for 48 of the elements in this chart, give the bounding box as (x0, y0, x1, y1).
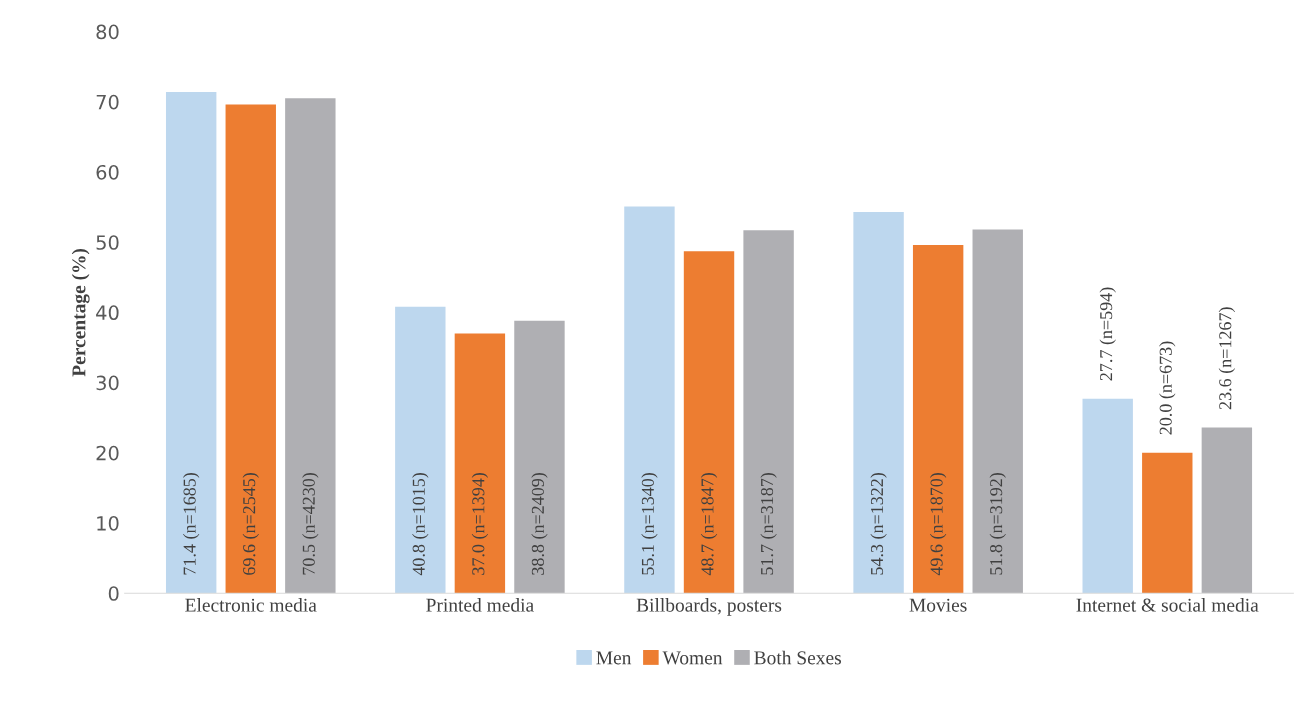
bar (165, 91, 217, 594)
legend-label: Both Sexes (754, 650, 841, 665)
data-label: 51.8 (n=3192) (989, 472, 1006, 575)
bar (1201, 427, 1253, 594)
y-tick-label: 60 (96, 164, 119, 180)
data-label: 55.1 (n=1340) (641, 472, 658, 575)
y-tick-label: 20 (96, 445, 119, 461)
data-label: 20.0 (n=673) (1159, 341, 1176, 435)
bar (395, 306, 446, 594)
data-label: 51.7 (n=3187) (760, 472, 777, 575)
y-axis-title: Percentage (%) (71, 248, 90, 377)
data-label: 71.4 (n=1685) (183, 472, 200, 575)
bar (683, 251, 735, 594)
x-tick-label: Billboards, posters (636, 598, 782, 616)
legend-label: Men (596, 651, 632, 665)
y-tick-label: 10 (97, 515, 119, 531)
y-tick-label: 40 (96, 305, 119, 321)
data-label: 23.6 (n=1267) (1218, 307, 1236, 410)
data-label: 70.5 (n=4230) (302, 472, 319, 575)
y-tick-label: 0 (108, 586, 119, 601)
legend-label: Women (662, 651, 723, 665)
data-label: 69.6 (n=2545) (242, 472, 259, 575)
x-tick-label: Movies (909, 598, 967, 612)
bar (972, 229, 1023, 594)
y-tick-label: 50 (96, 235, 119, 250)
y-tick-label: 30 (96, 375, 119, 391)
bar (743, 230, 794, 594)
y-tick-label: 80 (96, 24, 119, 40)
bar (514, 320, 565, 594)
data-label: 38.8 (n=2409) (531, 472, 548, 575)
data-label: 40.8 (n=1015) (412, 472, 429, 576)
x-tick-label: Electronic media (185, 598, 317, 612)
x-tick-label: Internet & social media (1076, 598, 1259, 612)
bar (624, 206, 675, 594)
bar (853, 212, 904, 594)
data-label: 49.6 (n=1870) (929, 472, 947, 576)
bar (454, 333, 506, 594)
bar (225, 104, 276, 594)
bar (1082, 398, 1133, 594)
data-label: 27.7 (n=594) (1099, 287, 1116, 381)
data-label: 54.3 (n=1322) (870, 472, 887, 575)
x-tick-label: Printed media (426, 598, 534, 612)
bar (1142, 452, 1193, 594)
data-label: 37.0 (n=1394) (471, 472, 489, 575)
bar (285, 98, 336, 594)
bar (912, 245, 964, 594)
data-label: 48.7 (n=1847) (700, 472, 718, 576)
y-tick-label: 70 (96, 94, 119, 110)
